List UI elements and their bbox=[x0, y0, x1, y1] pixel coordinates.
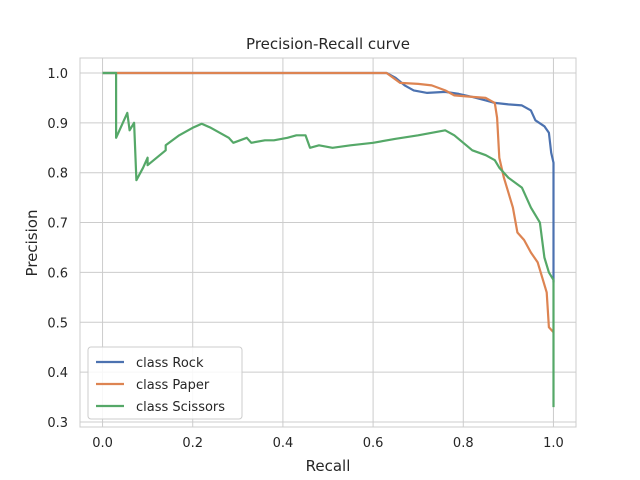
y-tick-label: 0.8 bbox=[47, 167, 68, 182]
x-tick-labels: 0.0 0.2 0.4 0.6 0.8 1.0 bbox=[92, 436, 564, 451]
x-tick-label: 0.8 bbox=[453, 436, 474, 451]
y-axis-label: Precision bbox=[23, 210, 41, 277]
x-tick-label: 0.0 bbox=[92, 436, 113, 451]
legend-label: class Rock bbox=[136, 356, 204, 371]
y-tick-label: 0.6 bbox=[47, 266, 68, 281]
legend-box bbox=[87, 346, 243, 420]
series-line-class-scissors bbox=[102, 71, 555, 408]
plot-frame bbox=[79, 57, 577, 428]
y-tick-label: 0.9 bbox=[47, 117, 68, 132]
chart-title: Precision-Recall curve bbox=[246, 35, 410, 53]
x-axis-label: Recall bbox=[306, 457, 351, 475]
legend-label: class Scissors bbox=[136, 400, 225, 415]
y-tick-labels: 0.3 0.4 0.5 0.6 0.7 0.8 0.9 1.0 bbox=[47, 67, 68, 431]
series-group bbox=[102, 71, 555, 408]
x-tick-label: 1.0 bbox=[543, 436, 564, 451]
x-tick-label: 0.6 bbox=[363, 436, 384, 451]
grid-lines bbox=[80, 58, 576, 427]
y-tick-label: 0.5 bbox=[47, 316, 68, 331]
y-tick-label: 0.7 bbox=[47, 217, 68, 232]
y-tick-label: 0.3 bbox=[47, 416, 68, 431]
y-tick-label: 0.4 bbox=[47, 366, 68, 381]
legend-label: class Paper bbox=[136, 378, 210, 393]
x-tick-label: 0.2 bbox=[182, 436, 203, 451]
x-tick-label: 0.4 bbox=[273, 436, 294, 451]
series-line-class-paper bbox=[102, 71, 555, 334]
legend: class Rock class Paper class Scissors bbox=[87, 346, 243, 420]
y-tick-label: 1.0 bbox=[47, 67, 68, 82]
